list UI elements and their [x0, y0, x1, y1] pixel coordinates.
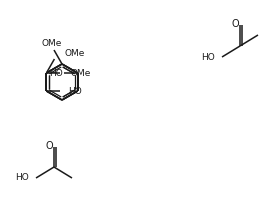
Text: HO: HO [15, 173, 29, 183]
Text: O: O [45, 141, 53, 151]
Text: OMe: OMe [64, 50, 85, 59]
Text: O: O [231, 19, 239, 29]
Text: HO: HO [201, 53, 215, 61]
Text: HO: HO [68, 86, 82, 95]
Text: OMe: OMe [42, 40, 62, 48]
Text: HO: HO [49, 69, 62, 78]
Text: OMe: OMe [70, 69, 91, 78]
